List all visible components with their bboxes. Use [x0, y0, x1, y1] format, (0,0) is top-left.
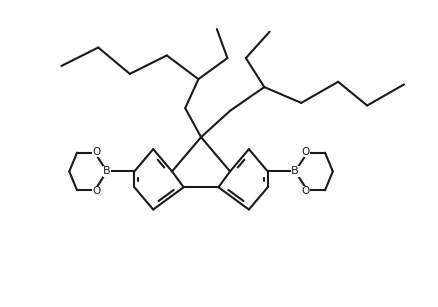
Text: O: O	[300, 186, 309, 196]
Text: O: O	[92, 186, 101, 196]
Text: O: O	[92, 146, 101, 157]
Text: B: B	[291, 166, 298, 177]
Text: O: O	[300, 146, 309, 157]
Text: B: B	[103, 166, 110, 177]
